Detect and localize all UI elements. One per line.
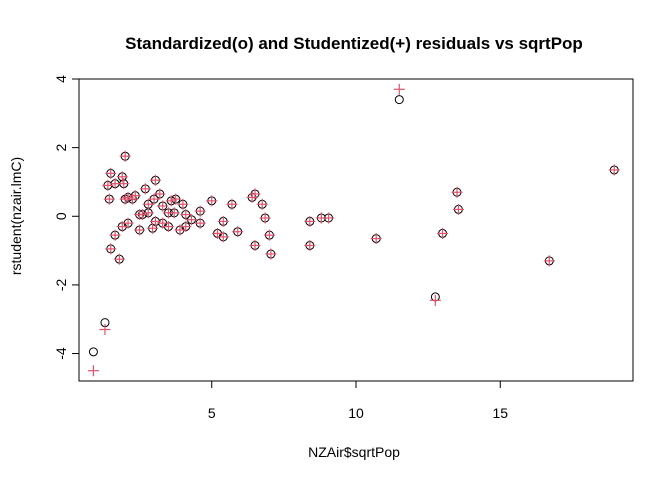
studentized-residual-point [206, 195, 218, 207]
studentized-residual-point [370, 233, 382, 245]
y-tick-label: 4 [53, 75, 69, 83]
studentized-residual-point [122, 191, 134, 203]
chart-title: Standardized(o) and Studentized(+) resid… [125, 34, 583, 53]
studentized-residual-point [177, 198, 189, 210]
studentized-residual-point [122, 217, 134, 229]
studentized-residual-point [265, 248, 277, 260]
studentized-residual-point [149, 215, 161, 227]
y-tick-label: 2 [53, 144, 69, 152]
studentized-residual-point [451, 186, 463, 198]
studentized-residual-point [116, 171, 128, 183]
standardized-residual-point [88, 347, 98, 357]
studentized-residual-point [157, 200, 169, 212]
studentized-residual-point [304, 215, 316, 227]
studentized-residual-point [232, 226, 244, 238]
x-axis-label: NZAir$sqrtPop [308, 444, 400, 460]
studentized-residual-point [136, 209, 148, 221]
studentized-residual-point [194, 217, 206, 229]
studentized-residual-point [217, 215, 229, 227]
studentized-residual-point [263, 229, 275, 241]
studentized-residual-point [168, 207, 180, 219]
x-axis: 5 10 15 [208, 380, 508, 421]
studentized-residual-point [249, 239, 261, 251]
studentized-residual-point [165, 195, 177, 207]
studentized-residual-point [217, 231, 229, 243]
studentized-residual-point [139, 183, 151, 195]
x-tick-label: 5 [208, 405, 216, 421]
studentized-residual-point [452, 203, 464, 215]
studentized-residual-point [186, 214, 198, 226]
studentized-residual-point [129, 190, 141, 202]
studentized-residual-point [180, 221, 192, 233]
studentized-residual-point [119, 150, 131, 162]
standardized-residual-point [394, 95, 404, 105]
studentized-residual-point [103, 193, 115, 205]
y-axis: -4 -2 0 2 4 [53, 75, 80, 360]
studentized-residual-point [102, 179, 114, 191]
studentized-residual-point [437, 227, 449, 239]
studentized-residual-point [118, 178, 130, 190]
studentized-residual-point [170, 193, 182, 205]
studentized-residual-point [393, 83, 405, 95]
studentized-residual-point [134, 224, 146, 236]
plot-frame [78, 78, 634, 382]
studentized-residual-point [147, 222, 159, 234]
studentized-residual-point [157, 217, 169, 229]
studentized-residual-point [608, 164, 620, 176]
studentized-residual-point [304, 239, 316, 251]
studentized-residual-point [323, 212, 335, 224]
studentized-residual-point [154, 188, 166, 200]
studentized-residual-point [109, 229, 121, 241]
y-tick-label: -4 [53, 347, 69, 360]
studentized-residual-point [148, 193, 160, 205]
y-axis-label: rstudent(nzair.lmC) [8, 157, 24, 275]
data-points [87, 83, 620, 377]
studentized-residual-point [180, 209, 192, 221]
studentized-residual-point [429, 294, 441, 306]
studentized-residual-point [113, 253, 125, 265]
studentized-residual-point [212, 227, 223, 239]
studentized-residual-point [162, 221, 174, 233]
studentized-residual-point [105, 243, 117, 255]
studentized-residual-point [87, 365, 99, 377]
studentized-residual-point [249, 188, 261, 200]
studentized-residual-point [174, 224, 186, 236]
y-tick-label: 0 [53, 212, 69, 220]
studentized-residual-point [256, 198, 268, 210]
x-tick-label: 15 [492, 405, 508, 421]
studentized-residual-point [142, 198, 154, 210]
studentized-residual-point [226, 198, 238, 210]
studentized-residual-point [105, 167, 117, 179]
studentized-residual-point [99, 324, 111, 336]
studentized-residual-point [149, 174, 161, 186]
studentized-residual-point [259, 212, 271, 224]
studentized-residual-point [194, 205, 206, 217]
y-tick-label: -2 [53, 278, 69, 291]
studentized-residual-point [116, 221, 128, 233]
x-tick-label: 10 [348, 405, 364, 421]
studentized-residual-point [543, 255, 555, 267]
